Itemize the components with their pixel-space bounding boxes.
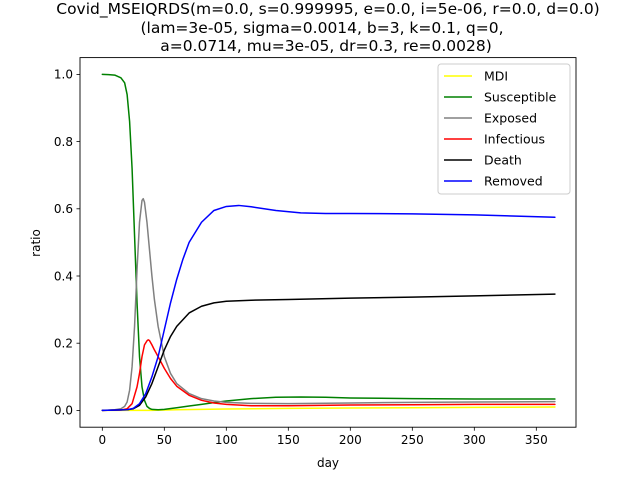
x-axis: 0 50 100 150 200 250 300 350 bbox=[98, 427, 548, 447]
y-tick-label: 0.8 bbox=[54, 135, 73, 149]
legend-label-susceptible: Susceptible bbox=[484, 90, 557, 105]
legend-label-infectious: Infectious bbox=[484, 132, 545, 147]
x-tick-label: 200 bbox=[339, 433, 362, 447]
x-axis-label: day bbox=[317, 456, 339, 470]
x-tick-label: 0 bbox=[98, 433, 106, 447]
x-tick-label: 300 bbox=[463, 433, 486, 447]
y-tick-label: 1.0 bbox=[54, 68, 73, 82]
y-tick-label: 0.4 bbox=[54, 269, 73, 283]
legend-label-removed: Removed bbox=[484, 174, 543, 189]
legend-label-exposed: Exposed bbox=[484, 111, 537, 126]
title-line-3: a=0.0714, mu=3e-05, dr=0.3, re=0.0028) bbox=[160, 37, 492, 55]
legend-label-mdi: MDI bbox=[484, 69, 508, 84]
legend-label-death: Death bbox=[484, 153, 522, 168]
series-line-susceptible bbox=[101, 73, 556, 411]
x-tick-label: 250 bbox=[401, 433, 424, 447]
y-axis-label: ratio bbox=[29, 229, 43, 257]
title-line-1: Covid_MSEIQRDS(m=0.0, s=0.999995, e=0.0,… bbox=[56, 0, 599, 19]
series-line-exposed bbox=[101, 197, 556, 412]
chart-title: Covid_MSEIQRDS(m=0.0, s=0.999995, e=0.0,… bbox=[56, 0, 599, 55]
legend: MDI Susceptible Exposed Infectious Death Remo… bbox=[437, 63, 571, 195]
series-line-infectious bbox=[101, 339, 556, 412]
y-tick-label: 0.2 bbox=[54, 337, 73, 351]
series-line-death bbox=[101, 293, 556, 412]
axes-frame bbox=[79, 57, 577, 428]
x-tick-label: 350 bbox=[525, 433, 548, 447]
y-axis: 0.0 0.2 0.4 0.6 0.8 1.0 bbox=[54, 68, 80, 418]
x-tick-label: 50 bbox=[157, 433, 172, 447]
x-tick-label: 100 bbox=[215, 433, 238, 447]
series-line-removed bbox=[101, 204, 556, 412]
title-line-2: (lam=3e-05, sigma=0.0014, b=3, k=0.1, q=… bbox=[140, 19, 503, 37]
y-tick-label: 0.0 bbox=[54, 404, 73, 418]
series-line-mdi bbox=[101, 406, 556, 412]
y-tick-label: 0.6 bbox=[54, 202, 73, 216]
series-layer bbox=[101, 73, 556, 412]
x-tick-label: 150 bbox=[277, 433, 300, 447]
